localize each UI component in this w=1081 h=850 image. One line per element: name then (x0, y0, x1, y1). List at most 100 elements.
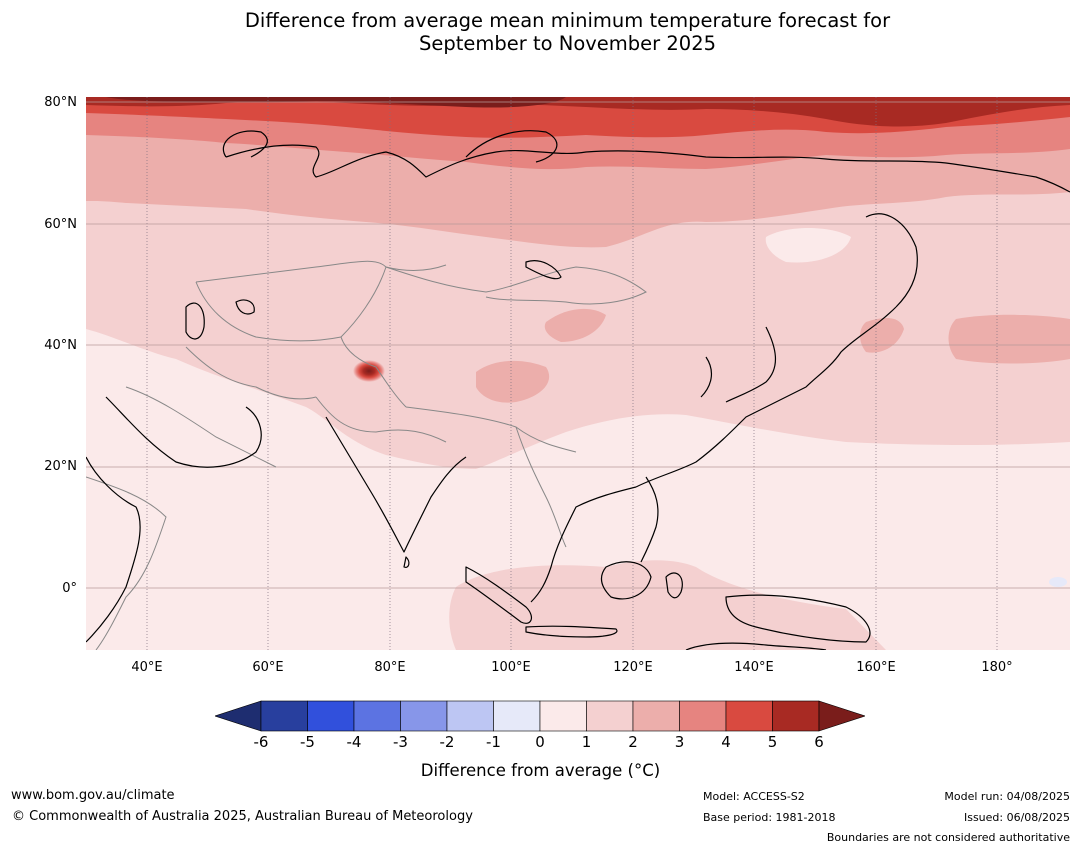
colorbar-bin-7 (539, 700, 587, 732)
lon-label-180: 180° (981, 660, 1013, 675)
colorbar-svg (214, 700, 866, 732)
colorbar-tick-label: -4 (346, 733, 362, 751)
anomaly-5-6-arctic (86, 97, 1070, 127)
border-china-south (405, 406, 577, 453)
anomaly-2-3-tibet (476, 360, 550, 403)
lon-label-100e: 100°E (491, 660, 531, 675)
model-name: Model: ACCESS-S2 (703, 790, 805, 803)
anomaly-hotspot (353, 360, 385, 382)
border-mongolia (385, 266, 647, 305)
graticule (86, 97, 1070, 650)
base-period: Base period: 1981-2018 (703, 811, 836, 824)
coast-lake-baikal (525, 260, 562, 280)
lat-label-20n: 20°N (44, 459, 77, 474)
coast-new-guinea (725, 594, 871, 643)
coast-sulawesi (665, 572, 683, 599)
colorbar-bin-5 (446, 700, 494, 732)
map-canvas (86, 97, 1070, 650)
coast-borneo (600, 561, 652, 600)
colorbar-bin-9 (632, 700, 680, 732)
lon-label-140e: 140°E (734, 660, 774, 675)
anomaly-1-2-maritime (449, 560, 886, 650)
colorbar-bin-8 (586, 700, 634, 732)
anomaly-2-3-pacific-a (860, 317, 904, 353)
colorbar-tick-label: -3 (393, 733, 408, 751)
border-central-asia (195, 281, 342, 342)
coast-caspian (185, 302, 205, 340)
anomaly-gt6-arctic (106, 97, 566, 108)
copyright-text: © Commonwealth of Australia 2025, Austra… (12, 809, 473, 824)
anomaly-2-3-china (544, 308, 606, 342)
lat-label-80n: 80°N (44, 95, 77, 110)
colorbar-tick-label: -5 (300, 733, 315, 751)
coastlines (86, 130, 1070, 650)
coast-korea (700, 356, 713, 398)
colorbar-bin-4 (400, 700, 448, 732)
issued-date: Issued: 06/08/2025 (963, 811, 1070, 824)
border-iran (185, 346, 317, 400)
colorbar-extend-low (214, 700, 262, 732)
colorbar-tick-label: 1 (581, 733, 592, 751)
lat-label-0: 0° (62, 581, 77, 596)
colorbar-label: Difference from average (°C) (420, 761, 661, 780)
coast-sumatra (465, 566, 533, 624)
colorbar-tick-label: 3 (674, 733, 685, 751)
colorbar-tick-label: -1 (486, 733, 501, 751)
colorbar-bin-2 (307, 700, 355, 732)
border-southeast-asia (515, 426, 567, 548)
lat-label-60n: 60°N (44, 217, 77, 232)
colorbar-tick-label: -2 (439, 733, 455, 751)
cool-spot (1049, 577, 1067, 587)
colorbar-tick-label: 0 (535, 733, 545, 751)
forecast-map (86, 97, 1070, 650)
lon-label-160e: 160°E (856, 660, 896, 675)
title-line-2: September to November 2025 (418, 32, 717, 55)
colorbar (214, 700, 866, 732)
title-line-1: Difference from average mean minimum tem… (244, 9, 891, 32)
coast-kamchatka (865, 213, 918, 308)
colorbar-bin-10 (679, 700, 727, 732)
coast-africa-east (86, 456, 141, 643)
coast-australia-north (685, 642, 827, 650)
coast-white-sea (222, 130, 268, 158)
colorbar-tick-label: 5 (767, 733, 778, 751)
anomaly-2-3-pacific-b (948, 314, 1070, 364)
colorbar-tick-label: 4 (721, 733, 731, 751)
lon-label-80e: 80°E (374, 660, 406, 675)
colorbar-bin-3 (353, 700, 401, 732)
colorbar-bin-12 (772, 700, 820, 732)
coast-taymyr (465, 130, 558, 163)
lon-label-40e: 40°E (131, 660, 163, 675)
coast-east-asia (635, 306, 897, 488)
model-run-date: Model run: 04/08/2025 (944, 790, 1070, 803)
coast-japan (725, 326, 777, 403)
colorbar-tick-label: 2 (628, 733, 638, 751)
border-india (315, 396, 447, 443)
lat-label-40n: 40°N (44, 338, 77, 353)
coast-philippines (640, 476, 659, 563)
colorbar-bin-1 (260, 700, 308, 732)
coast-arabia (105, 396, 262, 468)
country-borders (86, 260, 647, 650)
coast-indochina (530, 486, 637, 603)
coast-india (325, 416, 467, 553)
anomaly-0-1-east-siberia (765, 228, 851, 263)
border-russia-kazakhstan (195, 260, 447, 283)
lon-label-120e: 120°E (613, 660, 653, 675)
website-link[interactable]: www.bom.gov.au/climate (11, 788, 175, 803)
coast-aral (235, 299, 255, 315)
lon-label-60e: 60°E (252, 660, 284, 675)
colorbar-extend-high (818, 700, 866, 732)
colorbar-tick-label: -6 (253, 733, 269, 751)
coast-sri-lanka (403, 556, 410, 568)
coast-arctic (225, 144, 1070, 193)
chart-title: Difference from average mean minimum tem… (0, 9, 1081, 55)
boundaries-disclaimer: Boundaries are not considered authoritat… (826, 831, 1070, 844)
border-china-west (340, 266, 407, 408)
coast-java (525, 625, 618, 638)
colorbar-bin-11 (725, 700, 773, 732)
colorbar-tick-label: 6 (814, 733, 824, 751)
border-africa (86, 476, 167, 650)
colorbar-bin-6 (493, 700, 541, 732)
border-arabia (125, 386, 277, 468)
